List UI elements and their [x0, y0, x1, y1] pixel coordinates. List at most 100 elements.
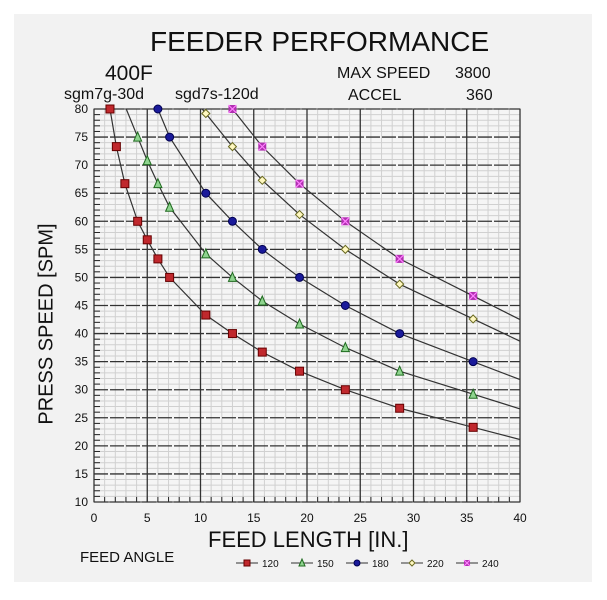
marker-diamond [468, 314, 478, 324]
model-label: 400F [105, 62, 153, 85]
marker-x-cross [228, 104, 237, 114]
legend-label: 240 [482, 559, 499, 570]
marker-x-square [340, 216, 350, 226]
marker-circle [340, 301, 350, 310]
marker-x-cross [468, 291, 478, 301]
y-tick-label: 70 [75, 158, 89, 172]
marker-square [395, 403, 405, 413]
x-tick-label: 5 [144, 511, 151, 525]
marker-diamond [408, 559, 416, 567]
marker-square [105, 104, 115, 114]
marker-circle [227, 216, 237, 226]
marker-triangle [164, 201, 175, 212]
y-tick-label: 30 [75, 383, 89, 397]
series-240 [231, 109, 520, 321]
marker-circle [395, 329, 405, 339]
x-tick-label: 25 [354, 511, 368, 525]
y-tick-label: 15 [75, 467, 89, 481]
chart-title: FEEDER PERFORMANCE [150, 26, 490, 57]
legend-item-180: 180 [346, 559, 389, 570]
marker-diamond [227, 141, 238, 152]
y-tick-label: 75 [75, 130, 89, 144]
series-line [109, 109, 520, 441]
y-tick-label: 20 [75, 439, 89, 453]
y-tick-label: 65 [75, 186, 89, 200]
drive-label: sgd7s-120d [175, 86, 259, 103]
y-tick-label: 40 [75, 327, 89, 341]
marker-x-square [295, 179, 304, 189]
marker-square [295, 366, 305, 376]
marker-triangle [294, 317, 305, 329]
x-tick-label: 0 [91, 511, 98, 525]
x-axis-label: FEED LENGTH [IN.] [208, 527, 409, 552]
legend-label: 220 [427, 559, 444, 570]
marker-circle [353, 559, 361, 567]
marker-triangle [142, 154, 153, 166]
legend-item-120: 120 [236, 559, 279, 570]
marker-circle [257, 244, 267, 254]
y-tick-label: 25 [75, 411, 89, 425]
marker-diamond [257, 175, 267, 186]
marker-triangle [153, 177, 163, 189]
marker-triangle [468, 387, 478, 399]
marker-square [120, 179, 130, 189]
marker-x-square [395, 254, 405, 264]
max-speed-label: MAX SPEED [337, 65, 431, 82]
marker-triangle [201, 247, 211, 259]
series-120 [109, 109, 520, 441]
legend-item-240: 240 [456, 559, 499, 570]
x-tick-label: 30 [407, 511, 421, 525]
y-tick-label: 35 [75, 355, 89, 369]
x-tick-label: 40 [513, 511, 527, 525]
marker-diamond [340, 244, 351, 255]
marker-x-cross [395, 254, 405, 264]
marker-x-cross [257, 142, 267, 152]
plot-border [93, 108, 521, 503]
y-tick-label: 10 [75, 495, 89, 509]
y-tick-label: 60 [75, 214, 89, 228]
legend-label: 120 [262, 559, 279, 570]
marker-diamond [394, 279, 405, 289]
x-tick-label: 15 [247, 511, 261, 525]
marker-triangle [394, 364, 405, 376]
marker-square [201, 310, 211, 320]
marker-triangle [257, 294, 268, 306]
motor-label: sgm7g-30d [64, 86, 145, 103]
marker-square [257, 347, 267, 357]
legend-item-220: 220 [401, 559, 444, 570]
marker-square [165, 272, 175, 282]
marker-square [133, 216, 143, 226]
marker-square [243, 559, 251, 567]
marker-square [111, 142, 121, 152]
x-tick-label: 10 [194, 511, 208, 525]
marker-x-square [468, 291, 478, 301]
max-speed-value: 3800 [455, 65, 491, 82]
marker-square [227, 329, 237, 339]
x-tick-label: 35 [460, 511, 474, 525]
marker-triangle [227, 271, 238, 282]
series-line [231, 109, 520, 321]
marker-triangle [132, 130, 143, 142]
x-tick-label: 20 [300, 511, 314, 525]
marker-square [340, 385, 350, 395]
legend-label: 150 [317, 559, 334, 570]
marker-circle [295, 272, 305, 282]
marker-circle [468, 357, 478, 367]
marker-square [153, 254, 163, 264]
accel-label: ACCEL [348, 87, 402, 104]
marker-diamond [294, 209, 305, 220]
marker-diamond [201, 108, 211, 119]
marker-circle [201, 188, 211, 198]
y-tick-label: 45 [75, 299, 89, 313]
marker-square [468, 422, 478, 432]
marker-x-square [228, 104, 237, 114]
y-tick-label: 50 [75, 270, 89, 284]
accel-value: 360 [466, 87, 493, 104]
marker-circle [153, 104, 163, 114]
marker-x-square [463, 559, 471, 567]
marker-x-cross [463, 559, 471, 567]
marker-square [142, 235, 152, 245]
marker-triangle [298, 557, 306, 567]
